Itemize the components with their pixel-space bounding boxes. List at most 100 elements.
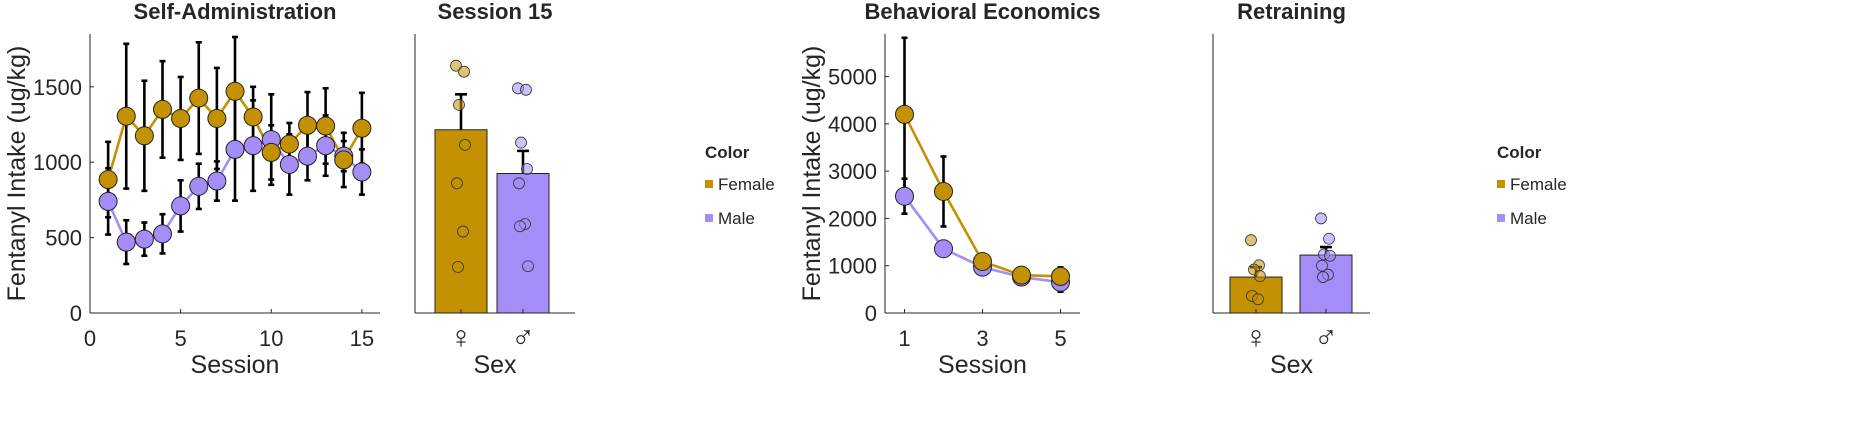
bar-female xyxy=(434,129,488,314)
individual-point-female xyxy=(1252,293,1264,306)
y-tick-label: 0 xyxy=(70,301,82,326)
data-point-female xyxy=(134,126,154,146)
y-tick-label: 1000 xyxy=(33,150,82,175)
data-point-female xyxy=(934,181,953,201)
individual-point-female xyxy=(459,138,471,151)
data-point-male xyxy=(934,239,953,259)
legend-title: Color xyxy=(705,143,750,162)
data-point-male xyxy=(171,196,191,216)
data-point-male xyxy=(116,232,136,252)
x-axis-label: Session xyxy=(938,351,1027,379)
data-point-male xyxy=(207,171,227,191)
data-point-female xyxy=(973,251,992,271)
individual-point-male xyxy=(1324,249,1336,262)
data-point-male xyxy=(316,136,336,156)
data-point-female xyxy=(225,81,245,101)
data-point-female xyxy=(171,108,191,128)
data-point-female xyxy=(243,107,263,127)
data-point-male xyxy=(134,229,154,249)
data-point-female xyxy=(334,150,354,170)
individual-point-male xyxy=(1317,271,1329,283)
legend-swatch-male xyxy=(1497,214,1505,222)
individual-point-female xyxy=(1245,234,1257,247)
male-symbol-icon: ♂ xyxy=(1314,319,1338,355)
chart-title: Retraining xyxy=(1237,0,1346,24)
legend-swatch-female xyxy=(1497,180,1505,188)
female-symbol-icon: ♀ xyxy=(1244,319,1268,355)
x-tick-label: 0 xyxy=(84,326,96,351)
data-point-male xyxy=(352,162,372,182)
data-point-female xyxy=(316,116,336,136)
x-tick-label: 3 xyxy=(976,326,988,351)
data-point-female xyxy=(116,106,136,126)
panel-self-administration: Self-Administration Session Fentanyl Intak… xyxy=(3,0,380,379)
legend-swatch-female xyxy=(705,180,713,188)
data-point-male xyxy=(895,186,914,206)
x-tick-label: 1 xyxy=(898,326,910,351)
chart-title: Session 15 xyxy=(438,0,553,24)
data-point-female xyxy=(261,142,281,162)
data-point-male xyxy=(153,224,172,244)
data-point-female xyxy=(207,108,227,128)
x-tick-label: 10 xyxy=(259,326,283,351)
data-point-male xyxy=(189,176,209,196)
data-point-male xyxy=(243,136,263,156)
x-axis-label: Session xyxy=(191,351,280,379)
data-point-female xyxy=(1012,265,1031,285)
data-point-male xyxy=(225,139,245,159)
bar-male xyxy=(496,173,550,314)
y-axis-label: Fentanyl Intake (ug/kg) xyxy=(798,46,826,302)
individual-point-female xyxy=(452,261,464,273)
individual-point-male xyxy=(522,260,534,273)
individual-point-female xyxy=(453,98,465,111)
legend-title: Color xyxy=(1497,143,1542,162)
data-point-female xyxy=(352,118,372,138)
individual-point-male xyxy=(1316,259,1328,272)
data-point-female xyxy=(1051,266,1070,286)
y-tick-label: 5000 xyxy=(828,65,877,90)
individual-point-female xyxy=(450,59,462,72)
individual-point-male xyxy=(513,177,525,190)
chart-title: Self-Administration xyxy=(134,0,337,24)
y-tick-label: 1000 xyxy=(828,254,877,279)
y-tick-label: 4000 xyxy=(828,112,877,137)
chart-title: Behavioral Economics xyxy=(865,0,1101,24)
individual-point-female xyxy=(458,65,470,78)
y-tick-label: 2000 xyxy=(828,206,877,231)
individual-point-male xyxy=(1315,212,1327,225)
legend-label-male: Male xyxy=(1510,209,1547,228)
panel-session-15: Session 15 Sex♀ ♂ xyxy=(414,0,575,379)
y-tick-label: 1500 xyxy=(33,75,82,100)
individual-point-female xyxy=(1254,270,1266,283)
individual-point-male xyxy=(521,163,533,175)
individual-point-male xyxy=(515,136,527,149)
data-point-male xyxy=(98,191,118,211)
data-point-female xyxy=(153,99,172,119)
data-point-female xyxy=(98,170,118,190)
x-tick-label: 5 xyxy=(1054,326,1066,351)
x-tick-label: 15 xyxy=(350,326,374,351)
x-axis-label: Sex xyxy=(1270,351,1314,379)
individual-point-male xyxy=(1323,232,1335,245)
male-symbol-icon: ♂ xyxy=(511,319,535,355)
legend-left: Color Female Male xyxy=(705,143,775,228)
legend-label-female: Female xyxy=(718,175,775,194)
legend-label-female: Female xyxy=(1510,175,1567,194)
individual-point-male xyxy=(520,83,532,96)
x-axis-label: Sex xyxy=(473,351,517,379)
individual-point-female xyxy=(451,177,463,190)
legend-swatch-male xyxy=(705,214,713,222)
data-point-female xyxy=(895,104,914,124)
data-point-female xyxy=(298,115,317,135)
data-point-female xyxy=(189,88,209,108)
individual-point-male xyxy=(514,220,526,233)
legend-right: Color Female Male xyxy=(1497,143,1567,228)
panel-retraining: Retraining Sex♀ ♂ xyxy=(1212,0,1370,379)
y-tick-label: 500 xyxy=(45,226,82,251)
x-tick-label: 5 xyxy=(175,326,187,351)
legend-label-male: Male xyxy=(718,209,755,228)
individual-point-female xyxy=(457,225,469,238)
data-point-female xyxy=(279,134,299,154)
female-symbol-icon: ♀ xyxy=(449,319,473,355)
